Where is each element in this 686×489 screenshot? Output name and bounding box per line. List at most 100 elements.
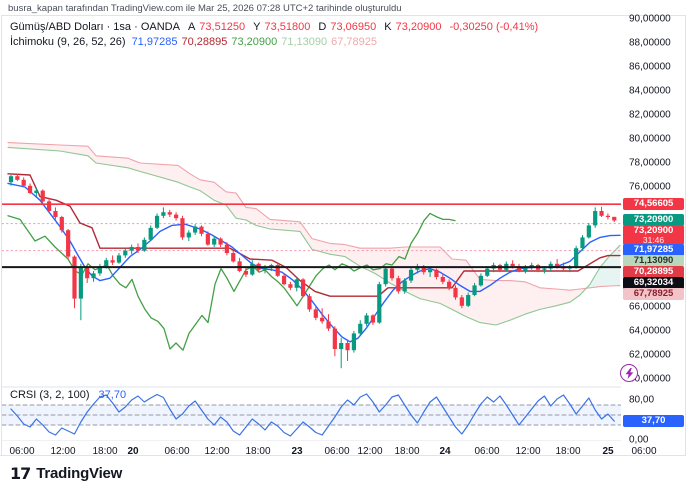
ichimoku-value: 71,97285 xyxy=(131,36,178,48)
candle-body xyxy=(91,273,96,279)
ichimoku-value: 67,78925 xyxy=(331,36,378,48)
candle-body xyxy=(161,212,166,216)
symbol-title: Gümüş/ABD Doları · 1sa · OANDA xyxy=(10,21,180,33)
price-level-badge: 73,20900 xyxy=(623,214,684,227)
candle-body xyxy=(142,239,147,251)
time-axis-label: 20 xyxy=(127,446,139,457)
candle-body xyxy=(307,296,312,310)
price-axis-label: 80,00000 xyxy=(629,133,671,145)
price-level-badge: 70,28895 xyxy=(623,266,684,279)
ichimoku-value: 71,13090 xyxy=(281,36,328,48)
price-axis-label: 78,00000 xyxy=(629,157,671,169)
candle-body xyxy=(542,268,547,270)
candle-body xyxy=(459,297,464,306)
candle-body xyxy=(402,280,407,292)
candle-body xyxy=(21,179,26,186)
candle-body xyxy=(110,260,115,263)
candle-body xyxy=(580,237,585,249)
symbol-legend-row[interactable]: Gümüş/ABD Doları · 1sa · OANDA A 73,51250 Y… xyxy=(10,21,546,33)
candle-body xyxy=(605,215,610,217)
price-axis-label: 84,00000 xyxy=(629,85,671,97)
footer-bar: 17 TradingView xyxy=(0,455,686,489)
change-value: -0,30250 (-0,41%) xyxy=(449,21,539,33)
candle-body xyxy=(466,295,471,306)
tradingview-wordmark[interactable]: TradingView xyxy=(36,464,123,482)
time-axis-label: 18:00 xyxy=(555,446,581,457)
senkou-b-line xyxy=(7,142,621,291)
time-axis-label: 06:00 xyxy=(324,446,350,457)
candle-body xyxy=(440,277,445,282)
candle-body xyxy=(231,253,236,262)
crsi-axis-label: 0,00 xyxy=(629,434,649,446)
candle-body xyxy=(174,214,179,219)
crsi-value: 37,70 xyxy=(98,389,127,401)
time-axis-label: 06:00 xyxy=(9,446,35,457)
ichimoku-value: 70,28895 xyxy=(181,36,228,48)
candle-body xyxy=(116,255,122,263)
candle-body xyxy=(421,266,426,273)
candle-body xyxy=(555,263,560,267)
candle-body xyxy=(34,190,39,193)
ohlc-token: Y 73,51800 xyxy=(253,21,311,33)
price-level-badge: 69,32034 xyxy=(623,277,684,290)
candle-body xyxy=(180,218,185,238)
candle-body xyxy=(8,176,14,183)
candle-body xyxy=(205,233,210,245)
candle-body xyxy=(332,328,337,349)
candle-body xyxy=(135,247,141,251)
time-axis-label: 06:00 xyxy=(631,446,657,457)
price-level-badge: 71,13090 xyxy=(623,255,684,268)
tenkan-sen-line xyxy=(7,182,621,343)
candle-body xyxy=(212,238,217,245)
candle-body xyxy=(351,333,356,351)
candle-body xyxy=(40,190,45,202)
candle-body xyxy=(301,279,306,297)
time-axis-label: 06:00 xyxy=(164,446,190,457)
candle-body xyxy=(97,266,102,274)
candle-body xyxy=(586,225,591,238)
candle-body xyxy=(612,216,617,221)
candle-body xyxy=(47,201,52,211)
candle-body xyxy=(53,211,58,217)
candle-body xyxy=(383,268,388,285)
candle-body xyxy=(186,232,191,238)
crsi-value-badge: 37,70 xyxy=(623,415,684,428)
candle-body xyxy=(59,217,64,231)
candle-body xyxy=(472,285,477,295)
time-axis-label: 12:00 xyxy=(357,446,383,457)
candle-body xyxy=(72,256,77,299)
ichimoku-legend-row[interactable]: İchimoku (9, 26, 52, 26) 71,97285 70,28895… xyxy=(10,36,385,48)
candle-body xyxy=(447,281,452,288)
ohlc-token: K 73,20900 xyxy=(384,21,442,33)
attribution-text: busra_kapan tarafından TradingView.com i… xyxy=(8,3,402,14)
candle-body xyxy=(199,226,204,234)
time-axis-label: 06:00 xyxy=(474,446,500,457)
candle-body xyxy=(364,315,369,324)
tradingview-logo-icon[interactable]: 17 xyxy=(10,463,31,483)
crsi-line xyxy=(10,393,615,437)
price-axis-label: 90,00000 xyxy=(629,13,671,25)
candle-body xyxy=(104,260,109,267)
time-axis-label: 18:00 xyxy=(92,446,118,457)
candle-body xyxy=(218,238,223,245)
candle-body xyxy=(154,215,160,228)
candle-body xyxy=(66,230,71,257)
candle-body xyxy=(396,278,401,292)
crsi-legend-row[interactable]: CRSI (3, 2, 100) 37,70 xyxy=(10,389,126,401)
ohlc-values: A 73,51250 Y 73,51800 D 73,06950 K 73,20900 -0,3… xyxy=(188,21,542,33)
lightning-icon xyxy=(625,367,633,379)
candle-body xyxy=(250,263,255,275)
candle-body xyxy=(313,309,318,318)
candle-body xyxy=(408,269,414,281)
candle-body xyxy=(510,263,515,267)
candle-body xyxy=(224,244,229,253)
boost-button[interactable] xyxy=(620,364,638,382)
candle-body xyxy=(516,266,522,271)
price-axis-label: 76,00000 xyxy=(629,181,671,193)
candle-body xyxy=(123,250,128,256)
candle-body xyxy=(281,275,287,285)
price-axis-label: 86,00000 xyxy=(629,61,671,73)
candle-body xyxy=(326,321,331,329)
